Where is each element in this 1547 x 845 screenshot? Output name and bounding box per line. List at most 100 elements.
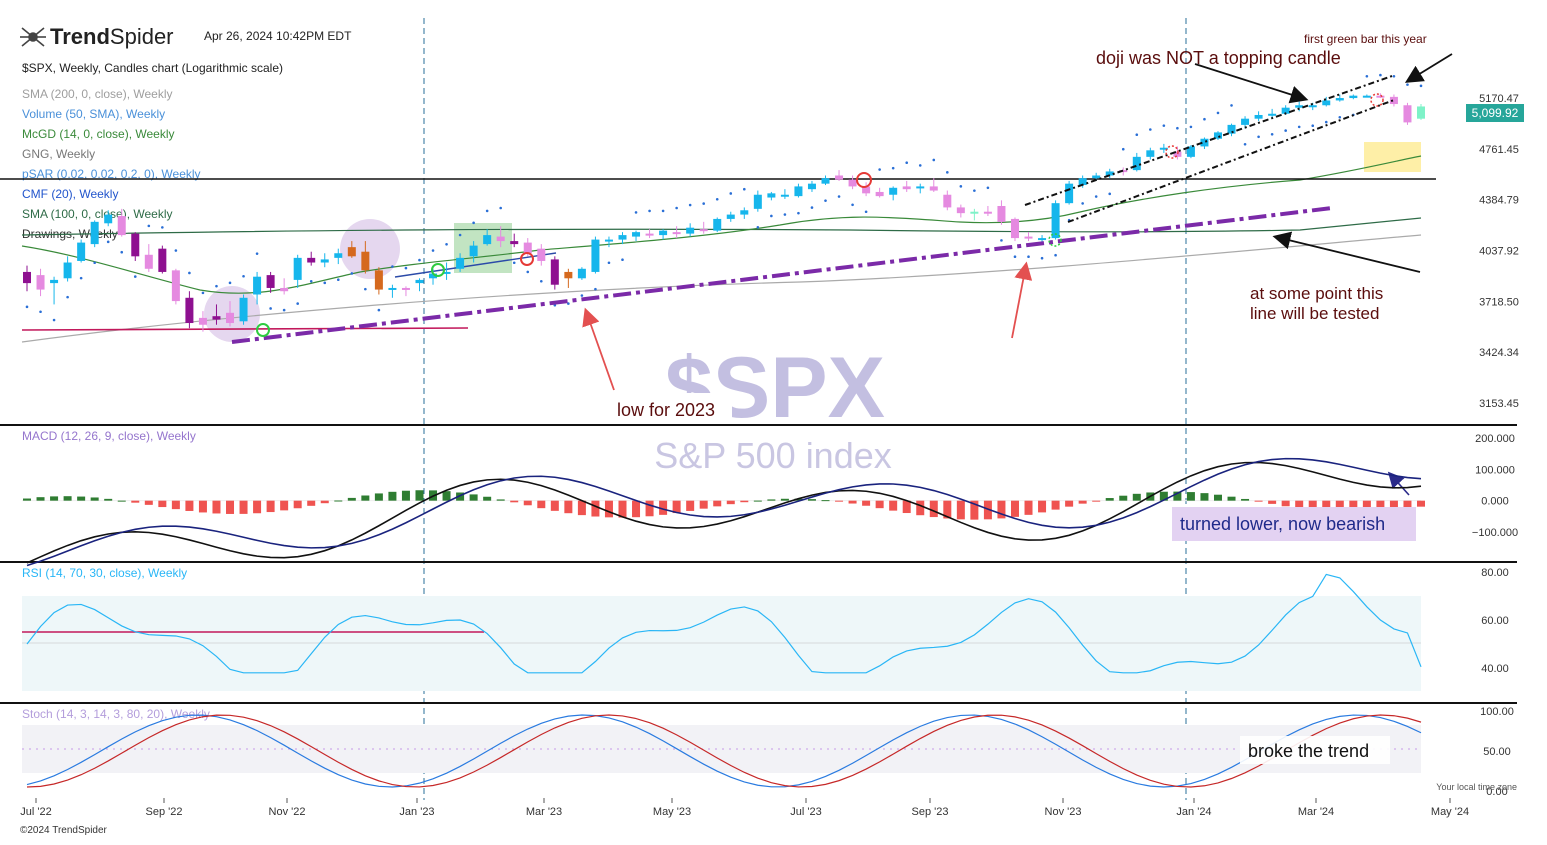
candle-body [1349, 95, 1358, 99]
macd-note-bg [1172, 507, 1416, 541]
macd-hist-bar [293, 500, 302, 509]
psar-dot [418, 258, 421, 262]
timestamp: Apr 26, 2024 10:42PM EDT [204, 29, 352, 43]
macd-hist-bar [1295, 500, 1304, 509]
macd-hist-bar [632, 500, 641, 518]
psar-dot [323, 281, 327, 285]
psar-dot [1162, 124, 1166, 127]
candle-body [902, 186, 911, 190]
candle-body [1389, 96, 1398, 105]
price-axis[interactable]: 5170.47 4761.45 4384.79 4037.92 3718.50 3424.… [1479, 93, 1519, 410]
macd-hist-bar [266, 500, 275, 513]
psar-dot [1284, 129, 1287, 132]
svg-text:TrendSpider: TrendSpider [50, 24, 174, 49]
watermark-name: S&P 500 index [654, 435, 892, 476]
candle-body [347, 247, 356, 257]
candle-body [1105, 171, 1114, 176]
macd-hist-bar [1159, 491, 1168, 501]
macd-hist-bar [307, 500, 316, 506]
macd-hist-bar [1051, 500, 1060, 510]
macd-hist-bar [483, 496, 492, 501]
macd-hist-bar [753, 500, 762, 502]
macd-hist-bar [1010, 500, 1019, 517]
candle-body [104, 214, 113, 224]
psar-dot [634, 211, 638, 214]
long-term-trendline [231, 206, 1333, 344]
candle-body [632, 232, 641, 237]
price-tick-label: 4037.92 [1479, 246, 1519, 258]
macd-hist-bar [835, 500, 844, 502]
psar-dot [756, 226, 760, 229]
candle-body [510, 241, 519, 245]
macd-hist-bar [456, 492, 465, 501]
macd-hist-bar [537, 500, 546, 509]
peak-marker [856, 172, 872, 188]
candle-body [307, 257, 316, 263]
trendspider-logo: TrendSpider [20, 24, 174, 49]
candle-body [1038, 238, 1047, 241]
candle-body [212, 316, 221, 320]
macd-hist-bar [550, 500, 559, 511]
psar-dot [864, 210, 868, 214]
psar-dot [1135, 133, 1139, 136]
macd-hist-bar [780, 498, 789, 501]
psar-dot [702, 202, 705, 205]
macd-hist-bar [1322, 500, 1331, 512]
candle-body [415, 279, 424, 284]
psar-dot [391, 265, 394, 268]
candle-body [429, 273, 438, 279]
psar-dot [783, 213, 787, 216]
candle-body [226, 312, 235, 324]
macd-hist-bar [740, 500, 749, 503]
psar-dot [336, 278, 340, 281]
legend-item[interactable]: GNG, Weekly [22, 147, 95, 161]
legend-item[interactable]: SMA (200, 0, close), Weekly [22, 87, 173, 101]
psar-dot [661, 209, 665, 213]
candle-body [1186, 146, 1195, 157]
psar-dot [1379, 73, 1382, 77]
time-axis[interactable]: Jul '22 Sep '22 Nov '22 Jan '23 Mar '23 May '… [20, 798, 1469, 818]
psar-dot [959, 185, 963, 188]
macd-hist-bar [1105, 498, 1114, 501]
time-tick-label: Nov '23 [1045, 806, 1082, 818]
macd-hist-bar [1389, 500, 1398, 511]
psar-dot [1027, 255, 1030, 259]
psar-dot [1000, 239, 1003, 242]
doji-marker [1370, 93, 1384, 107]
macd-tick-label: 0.000 [1481, 496, 1509, 508]
stoch-tick-label: 0.00 [1486, 786, 1507, 798]
candle-body [537, 248, 546, 261]
psar-dot [350, 272, 354, 275]
legend-item[interactable]: CMF (20), Weekly [22, 187, 118, 201]
candle-body [1010, 218, 1019, 239]
psar-dot [255, 252, 259, 256]
candle-body [293, 257, 302, 280]
macd-hist-bar [970, 500, 979, 520]
psar-dot [282, 308, 286, 312]
legend-item[interactable]: pSAR (0.02, 0.02, 0.2, 0), Weekly [22, 167, 201, 181]
psar-dot [120, 250, 124, 254]
candle-body [334, 253, 343, 258]
candle-body [374, 270, 383, 290]
time-tick-label: Sep '22 [146, 806, 183, 818]
psar-dot [1094, 195, 1098, 198]
candle-body [1362, 95, 1371, 98]
mcgd-line [21, 155, 1422, 294]
psar-dot [309, 279, 313, 283]
psar-dot [1365, 74, 1369, 78]
candle-body [1159, 147, 1168, 150]
legend-item[interactable]: SMA (100, 0, close), Weekly [22, 207, 173, 221]
macd-panel: 200.000 100.000 0.000 −100.000 [22, 433, 1518, 567]
psar-dot [242, 274, 245, 278]
macd-hist-bar [388, 491, 397, 501]
macd-hist-bar [1281, 500, 1290, 507]
legend-item[interactable]: McGD (14, 0, close), Weekly [22, 127, 174, 141]
legend-item[interactable]: Volume (50, SMA), Weekly [22, 107, 165, 121]
candle-body [686, 227, 695, 234]
psar-dot [648, 209, 651, 213]
candle-body [821, 178, 830, 184]
candle-body [672, 232, 681, 235]
macd-hist-bar [280, 500, 289, 511]
macd-hist-bar [767, 499, 776, 501]
